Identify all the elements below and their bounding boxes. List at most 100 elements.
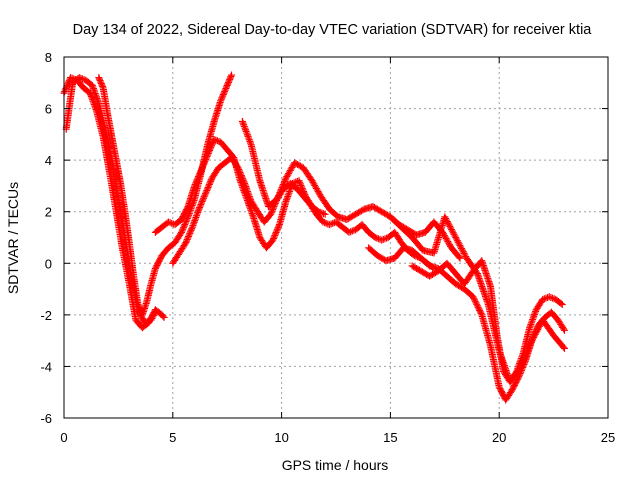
data-point [526,341,534,349]
data-point [213,137,221,145]
data-point [273,227,281,235]
data-point [327,220,335,228]
data-marks [60,71,568,404]
data-point [279,182,287,190]
data-point [296,178,304,186]
data-point [531,330,539,338]
data-point [198,199,206,207]
data-point [95,74,103,82]
data-point [182,218,190,226]
data-point [452,234,460,241]
data-point [378,236,386,244]
data-point [522,350,530,358]
data-point [542,294,550,302]
data-point [233,162,241,170]
data-point [207,177,215,185]
data-point [206,146,214,154]
data-point [476,306,484,314]
data-point [160,313,168,321]
data-point [322,219,330,227]
data-point [67,74,75,82]
data-point [184,232,192,240]
data-point [277,187,285,195]
data-point [240,121,248,129]
data-point [220,89,228,97]
data-point [201,157,209,165]
data-point [204,151,212,159]
data-point [547,293,555,301]
data-point [534,326,542,334]
data-point [218,94,226,102]
data-point [227,73,235,81]
data-point [475,305,483,313]
data-point [203,185,211,193]
data-point [474,303,482,311]
data-point [200,159,208,167]
data-point [241,124,249,132]
data-point [521,353,529,361]
data-point [518,361,526,369]
data-point [559,343,567,351]
data-point [272,230,280,238]
y-tick-label: 4 [45,153,52,168]
series-track-d [151,136,329,252]
x-tick-label: 5 [169,430,176,445]
data-point [275,190,283,198]
data-point [275,222,283,230]
data-point [191,182,199,190]
data-point [277,185,285,193]
data-point [297,181,305,189]
data-point [461,251,469,259]
data-point [469,293,477,301]
series-track-b [62,74,159,327]
data-point [560,344,568,352]
data-point [235,165,243,173]
x-tick-label: 15 [383,430,397,445]
data-point [473,302,481,310]
data-point [98,81,106,89]
data-point [63,81,71,89]
data-point [458,245,466,253]
data-point [221,88,229,96]
data-point [473,300,481,308]
series-track-i [386,213,568,386]
data-point [212,136,220,144]
data-point [234,164,242,172]
data-point [520,356,528,364]
data-point [198,165,206,173]
data-point [550,295,558,303]
data-point [456,241,464,249]
data-point [381,235,389,243]
data-point [237,172,245,180]
data-point [135,302,143,310]
data-point [195,205,203,213]
data-point [151,310,159,318]
data-point [240,178,248,186]
data-point [196,168,204,176]
data-point [192,179,200,187]
y-tick-label: 0 [45,256,52,271]
y-tick-label: -6 [40,411,52,426]
data-point [373,234,381,242]
data-point [374,235,382,243]
data-point [144,317,152,325]
data-point [519,358,527,366]
data-point [200,193,208,201]
data-point [273,195,281,203]
data-point [207,176,215,184]
data-point [226,74,234,82]
data-point [205,180,213,188]
data-point [225,77,233,85]
data-point [191,180,199,188]
data-point [445,221,453,229]
data-point [204,149,212,157]
data-point [199,162,207,170]
data-point [177,230,185,238]
data-point [455,253,463,261]
data-point [164,218,172,226]
data-point [370,232,378,240]
data-point [267,209,275,217]
data-point [204,183,212,191]
data-point [295,177,303,185]
data-point [184,234,192,242]
